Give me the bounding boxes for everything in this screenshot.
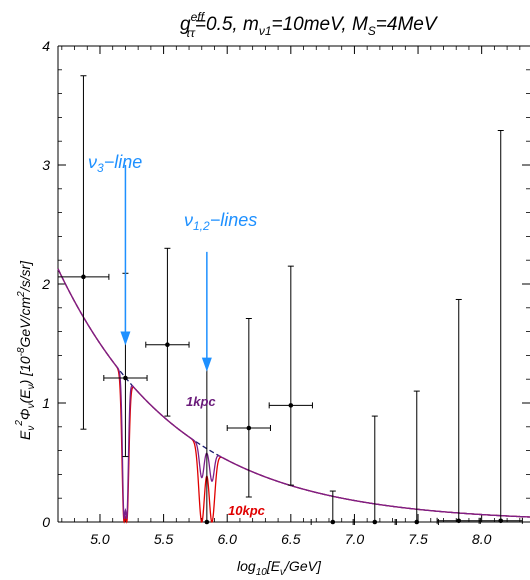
ticks: 0 1 2 3 4 5.0 5.5 6.0 6.5 7.0 7.5 8.0: [41, 38, 530, 547]
data-point: [394, 390, 439, 525]
data-point: [478, 129, 523, 524]
y-axis-label: Eν2Φν(Eν) [10-8GeV/cm2/s/sr]: [14, 260, 37, 440]
curves: [57, 268, 530, 524]
x-tick-label: 8.0: [472, 531, 492, 547]
title-eff: eff: [191, 10, 206, 24]
data-point: [268, 265, 313, 486]
x-tick-label: 6.0: [217, 531, 237, 547]
title-rest2: =10meV, M: [272, 14, 368, 35]
y-tick-label: 4: [42, 38, 50, 54]
x-axis-label: log10[Eν/GeV]: [237, 558, 322, 578]
data-point: [352, 415, 397, 525]
y-tick-label: 1: [42, 395, 50, 411]
nu12-arrow-head: [201, 357, 212, 372]
data-point: [145, 247, 190, 417]
y-tick-label: 2: [41, 276, 50, 292]
label-10kpc: 10kpc: [228, 503, 266, 518]
y-tick-label: 0: [42, 514, 50, 530]
data-marker: [456, 518, 462, 524]
label-1kpc: 1kpc: [186, 394, 216, 409]
y-tick-label: 3: [42, 157, 50, 173]
chart-title: geff ττ=0.5, mν1=10meV, MS=4MeV: [180, 10, 439, 40]
title-rest1: =0.5, m: [195, 14, 259, 35]
x-tick-label: 7.0: [345, 531, 365, 547]
data-marker: [498, 518, 504, 524]
x-tick-label: 5.0: [90, 531, 110, 547]
title-s: S: [368, 24, 376, 38]
data-marker: [204, 519, 210, 525]
title-nu1: ν1: [259, 24, 272, 38]
data-point: [436, 298, 481, 524]
data-marker: [246, 425, 252, 431]
title-tt: ττ: [186, 26, 196, 40]
title-rest3: =4MeV: [376, 14, 439, 35]
data-marker: [81, 274, 86, 280]
data-marker: [372, 519, 378, 525]
nu3-arrow-head: [120, 331, 131, 346]
nu12-lines-label: ν1,2−lines: [184, 210, 257, 233]
nu3-line-label: ν3−line: [88, 152, 142, 175]
data-marker: [123, 375, 128, 381]
annotations: [120, 165, 212, 372]
data-marker: [165, 342, 170, 347]
x-tick-label: 7.5: [408, 531, 428, 547]
data-point: [310, 490, 355, 525]
x-tick-label: 5.5: [154, 531, 174, 547]
title-g: g: [180, 14, 191, 35]
data-points: [57, 75, 523, 525]
x-tick-label: 6.5: [281, 531, 301, 547]
data-marker: [414, 519, 420, 525]
data-marker: [330, 519, 336, 525]
data-point: [57, 75, 110, 430]
data-point: [226, 318, 271, 498]
curve-1kpc: [57, 268, 530, 520]
data-marker: [288, 403, 294, 408]
